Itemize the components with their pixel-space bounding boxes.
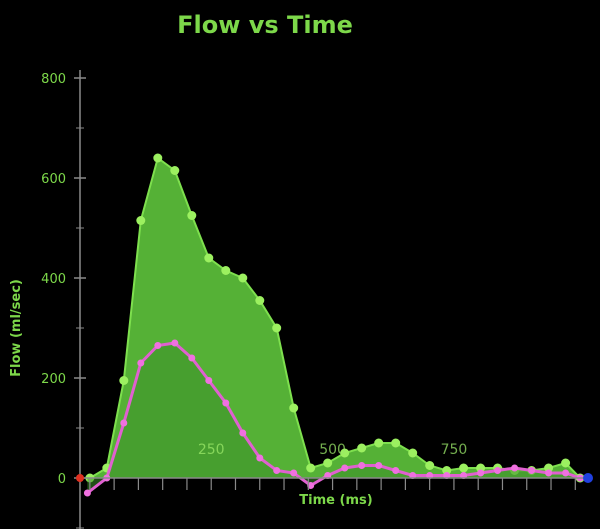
y-ticks: 0 200 400 600 800 (41, 72, 86, 529)
total-flow-point (289, 403, 299, 413)
total-flow-point (374, 438, 384, 448)
chart-title: Flow vs Time (177, 11, 353, 39)
inner-flow-point (154, 342, 162, 349)
inner-flow-point (205, 377, 213, 384)
inner-flow-point (307, 482, 315, 489)
total-flow-point (391, 438, 401, 448)
y-tick-label: 400 (41, 272, 66, 287)
inner-flow-point (273, 467, 281, 474)
x-ticks (89, 478, 576, 490)
total-flow-point (238, 273, 248, 283)
x-tick-label: 750 (441, 442, 468, 458)
total-flow-point (425, 461, 435, 470)
inner-flow-point (494, 467, 502, 474)
inner-flow-point (477, 469, 485, 477)
x-axis-label: Time (ms) (299, 493, 372, 508)
y-tick-label: 200 (41, 372, 66, 387)
inner-flow-point (392, 467, 400, 474)
inner-flow-point (528, 467, 536, 474)
x-tick-label: 250 (198, 442, 225, 458)
start-marker (76, 474, 84, 482)
total-flow-point (187, 211, 197, 220)
inner-flow-point (171, 339, 179, 347)
total-flow-point (204, 253, 214, 263)
inner-flow-point (83, 489, 91, 497)
inner-flow-point (239, 429, 247, 437)
inner-flow-point (137, 359, 145, 367)
x-tick-label: 500 (319, 442, 346, 458)
y-tick-label: 0 (58, 472, 66, 487)
total-flow-point (255, 296, 265, 305)
total-flow-point (119, 376, 129, 385)
inner-flow-point (256, 454, 264, 462)
total-flow-point (476, 463, 486, 473)
total-flow-point (357, 443, 367, 453)
total-flow-point (442, 466, 452, 475)
inner-flow-point (290, 469, 298, 477)
end-marker (583, 473, 593, 483)
inner-flow-point (562, 469, 570, 477)
y-tick-label: 800 (41, 72, 66, 87)
y-tick-label: 600 (41, 172, 66, 187)
total-flow-point (459, 463, 469, 473)
total-flow-point (306, 463, 316, 473)
total-flow-point (153, 153, 163, 163)
y-axis-label: Flow (ml/sec) (9, 279, 24, 377)
total-flow-point (170, 166, 180, 175)
inner-flow-point (545, 469, 553, 477)
inner-flow-point (511, 464, 519, 472)
total-flow-point (340, 448, 350, 458)
total-flow-point (408, 448, 418, 458)
total-flow-point (544, 463, 554, 473)
inner-flow-point (120, 419, 128, 427)
x-tick-labels: 250 500 750 (198, 442, 467, 458)
inner-flow-point (188, 354, 196, 362)
inner-flow-area (87, 343, 581, 493)
series-layer (83, 153, 585, 497)
total-flow-point (136, 216, 146, 225)
total-flow-point (561, 458, 571, 468)
total-flow-point (323, 458, 333, 468)
inner-flow-point (358, 462, 366, 469)
inner-flow-point (375, 462, 383, 469)
total-flow-point (272, 323, 282, 333)
inner-flow-point (341, 464, 349, 472)
total-flow-point (221, 266, 231, 275)
inner-flow-point (222, 399, 230, 407)
